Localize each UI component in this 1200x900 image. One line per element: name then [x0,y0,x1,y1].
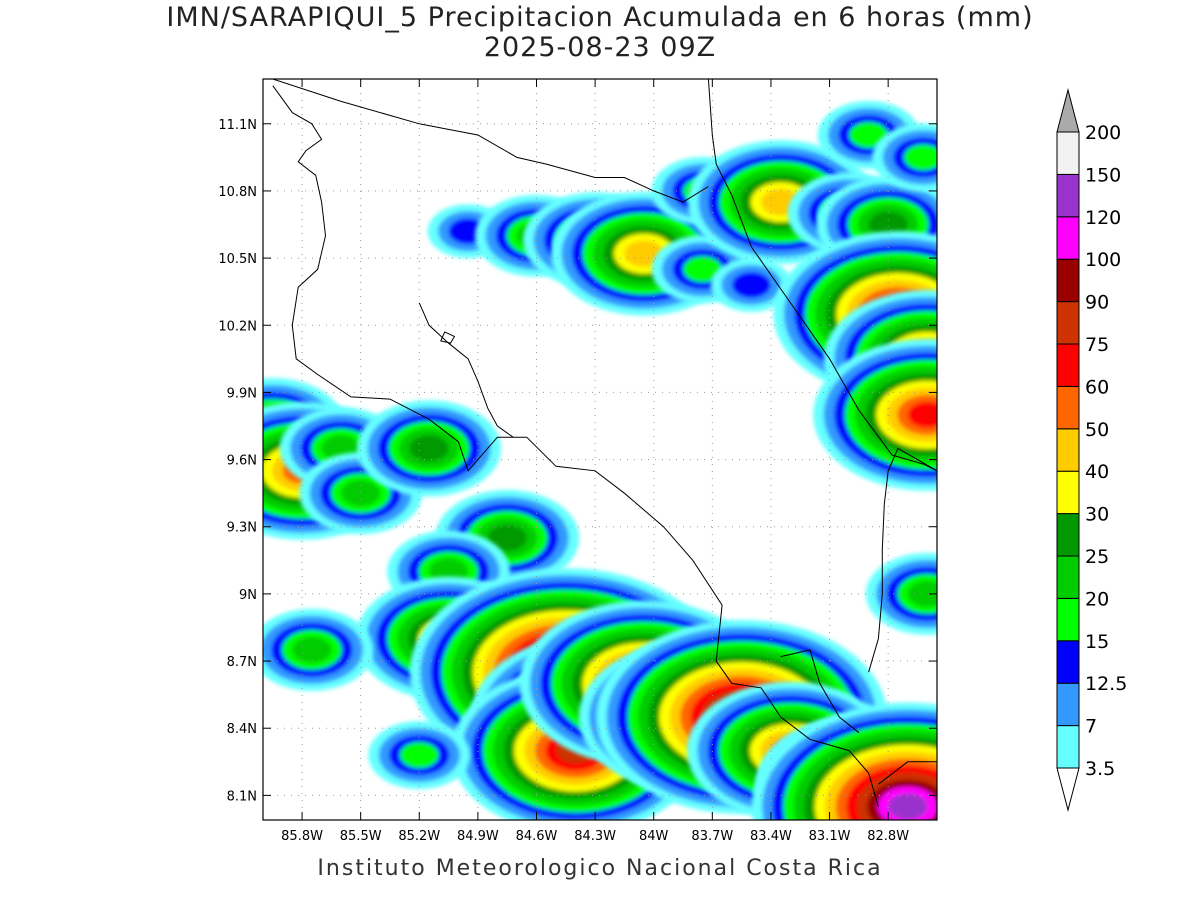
lat-tick-label: 8.7N [227,655,257,670]
colorbar-swatch [1056,258,1080,303]
colorbar-label: 200 [1085,122,1121,144]
colorbar-swatch [1056,216,1080,260]
lat-tick-label: 9.6N [227,454,257,469]
lon-tick-label: 84.3W [574,829,616,844]
coastline [526,436,879,807]
coastline [780,649,860,734]
map-title: IMN/SARAPIQUI_5 Precipitacion Acumulada … [166,2,1034,33]
lat-tick-label: 9N [239,588,257,603]
colorbar-label: 20 [1085,588,1109,610]
precipitation-field [263,100,937,820]
precip-cell [357,400,502,497]
lat-axis: 11.1N 10.8N 10.5N 10.2N 9.9N 9.6N 9.3N 9N 8.7N 8.… [218,118,937,804]
footer-credit: Instituto Meteorologico Nacional Costa R… [317,856,883,881]
colorbar-swatch [1056,725,1080,769]
colorbar-swatch [1056,173,1080,218]
lon-tick-label: 85.8W [281,829,323,844]
lat-tick-label: 10.2N [218,319,257,334]
lat-tick-label: 8.4N [227,722,257,737]
colorbar-label: 120 [1085,207,1121,229]
colorbar-swatch [1056,597,1080,642]
precip-cell [865,552,937,635]
colorbar-swatch [1056,682,1080,727]
colorbar-label: 90 [1085,292,1109,314]
coastline [272,79,709,203]
colorbar-swatch [1056,513,1080,557]
colorbar-swatch [1056,385,1080,430]
colorbar-label: 30 [1085,504,1109,526]
lon-tick-label: 84.9W [457,829,499,844]
precip-cell [263,608,374,691]
colorbar-label: 100 [1085,249,1121,271]
lat-tick-label: 8.1N [227,789,257,804]
colorbar-label: 7 [1085,716,1097,738]
coastline [707,79,937,472]
lat-tick-label: 10.8N [218,185,257,200]
coastline [272,85,527,472]
lon-tick-label: 83.1W [809,829,851,844]
plot-frame [262,78,938,821]
lon-tick-label: 82.8W [867,829,909,844]
colorbar-swatch [1056,301,1080,345]
coastline [418,302,514,438]
lat-tick-label: 10.5N [218,252,257,267]
lon-tick-label: 84W [639,829,669,844]
colorbar-label: 50 [1085,419,1109,441]
precip-cell [299,452,423,535]
map-subtitle-date: 2025-08-23 09Z [483,32,717,63]
lon-tick-label: 83.4W [750,829,792,844]
grid-lines [263,79,937,820]
precip-cell [368,721,471,790]
colorbar-swatch [1056,343,1080,387]
colorbar-label: 40 [1085,461,1109,483]
colorbar-arrow-low [1056,767,1080,812]
colorbar-label: 150 [1085,164,1121,186]
island-outline [440,331,456,344]
colorbar-label: 60 [1085,376,1109,398]
colorbar: 3.5 7 12.5 15 20 25 30 40 50 60 75 90 100 120 150 200 [1056,88,1127,812]
colorbar-swatch [1056,131,1080,175]
colorbar-label: 25 [1085,546,1109,568]
colorbar-label: 12.5 [1085,673,1127,695]
colorbar-swatch [1056,640,1080,684]
lon-tick-label: 83.7W [691,829,733,844]
precip-cell [872,123,937,192]
colorbar-label: 3.5 [1085,758,1115,780]
lat-tick-label: 9.9N [227,386,257,401]
colorbar-label: 15 [1085,631,1109,653]
coastlines [272,79,937,807]
colorbar-arrow-high [1056,88,1080,133]
coastline [868,447,937,673]
precip-cell [710,257,792,312]
lat-tick-label: 9.3N [227,521,257,536]
lon-axis: 85.8W 85.5W 85.2W 84.9W 84.6W 84.3W 84W 83.7W 83… [281,79,909,844]
colorbar-swatch [1056,470,1080,515]
colorbar-label: 75 [1085,334,1109,356]
lon-tick-label: 84.6W [516,829,558,844]
precip-cell [751,702,937,820]
lat-tick-label: 11.1N [218,118,257,133]
colorbar-swatch [1056,555,1080,599]
coastline [878,761,937,785]
lon-tick-label: 85.5W [340,829,382,844]
colorbar-swatch [1056,428,1080,472]
precip-cell [813,338,937,491]
lon-tick-label: 85.2W [398,829,440,844]
